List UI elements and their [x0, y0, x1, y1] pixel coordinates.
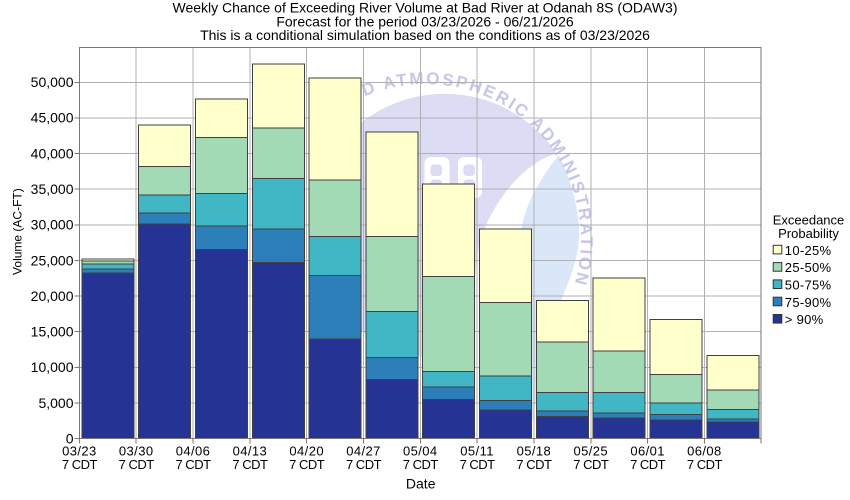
svg-text:7 CDT: 7 CDT [573, 457, 609, 472]
svg-text:0: 0 [66, 430, 74, 446]
svg-text:35,000: 35,000 [31, 181, 74, 197]
svg-text:7 CDT: 7 CDT [687, 457, 723, 472]
svg-text:05/11: 05/11 [460, 444, 494, 459]
svg-text:05/04: 05/04 [403, 444, 438, 459]
svg-text:04/13: 04/13 [233, 444, 268, 459]
svg-text:7 CDT: 7 CDT [289, 457, 325, 472]
svg-text:10,000: 10,000 [31, 359, 74, 375]
svg-text:04/27: 04/27 [346, 444, 381, 459]
svg-text:5,000: 5,000 [38, 395, 73, 411]
svg-text:Volume (AC-FT): Volume (AC-FT) [11, 188, 25, 275]
svg-text:03/23: 03/23 [62, 444, 97, 459]
svg-text:20,000: 20,000 [31, 288, 74, 304]
svg-text:05/25: 05/25 [574, 444, 609, 459]
svg-text:Probability: Probability [778, 226, 839, 241]
svg-text:50-75%: 50-75% [785, 278, 832, 293]
svg-text:06/01: 06/01 [630, 444, 665, 459]
svg-text:30,000: 30,000 [31, 217, 74, 233]
svg-text:75-90%: 75-90% [785, 295, 832, 310]
svg-text:10-25%: 10-25% [785, 243, 832, 258]
svg-text:40,000: 40,000 [31, 145, 74, 161]
svg-text:7 CDT: 7 CDT [460, 457, 496, 472]
svg-text:7 CDT: 7 CDT [403, 457, 439, 472]
svg-text:7 CDT: 7 CDT [516, 457, 552, 472]
svg-text:04/20: 04/20 [289, 444, 324, 459]
svg-text:Weekly Chance of Exceeding Riv: Weekly Chance of Exceeding River Volume … [172, 0, 677, 15]
svg-text:7 CDT: 7 CDT [119, 457, 155, 472]
svg-text:25-50%: 25-50% [785, 260, 832, 275]
svg-text:04/06: 04/06 [176, 444, 211, 459]
svg-text:Exceedance: Exceedance [773, 213, 845, 228]
svg-text:> 90%: > 90% [785, 312, 824, 327]
svg-text:7 CDT: 7 CDT [346, 457, 382, 472]
svg-text:50,000: 50,000 [31, 74, 74, 90]
svg-text:06/08: 06/08 [687, 444, 722, 459]
svg-text:7 CDT: 7 CDT [175, 457, 211, 472]
svg-text:25,000: 25,000 [31, 252, 74, 268]
svg-text:7 CDT: 7 CDT [62, 457, 98, 472]
svg-text:45,000: 45,000 [31, 110, 74, 126]
svg-text:05/18: 05/18 [517, 444, 552, 459]
svg-text:Date: Date [406, 476, 436, 492]
svg-text:7 CDT: 7 CDT [232, 457, 268, 472]
svg-text:This is a conditional simulati: This is a conditional simulation based o… [200, 27, 650, 43]
svg-text:03/30: 03/30 [119, 444, 154, 459]
svg-text:7 CDT: 7 CDT [630, 457, 666, 472]
svg-text:15,000: 15,000 [31, 324, 74, 340]
svg-text:Forecast for the period 03/23/: Forecast for the period 03/23/2026 - 06/… [276, 13, 574, 29]
